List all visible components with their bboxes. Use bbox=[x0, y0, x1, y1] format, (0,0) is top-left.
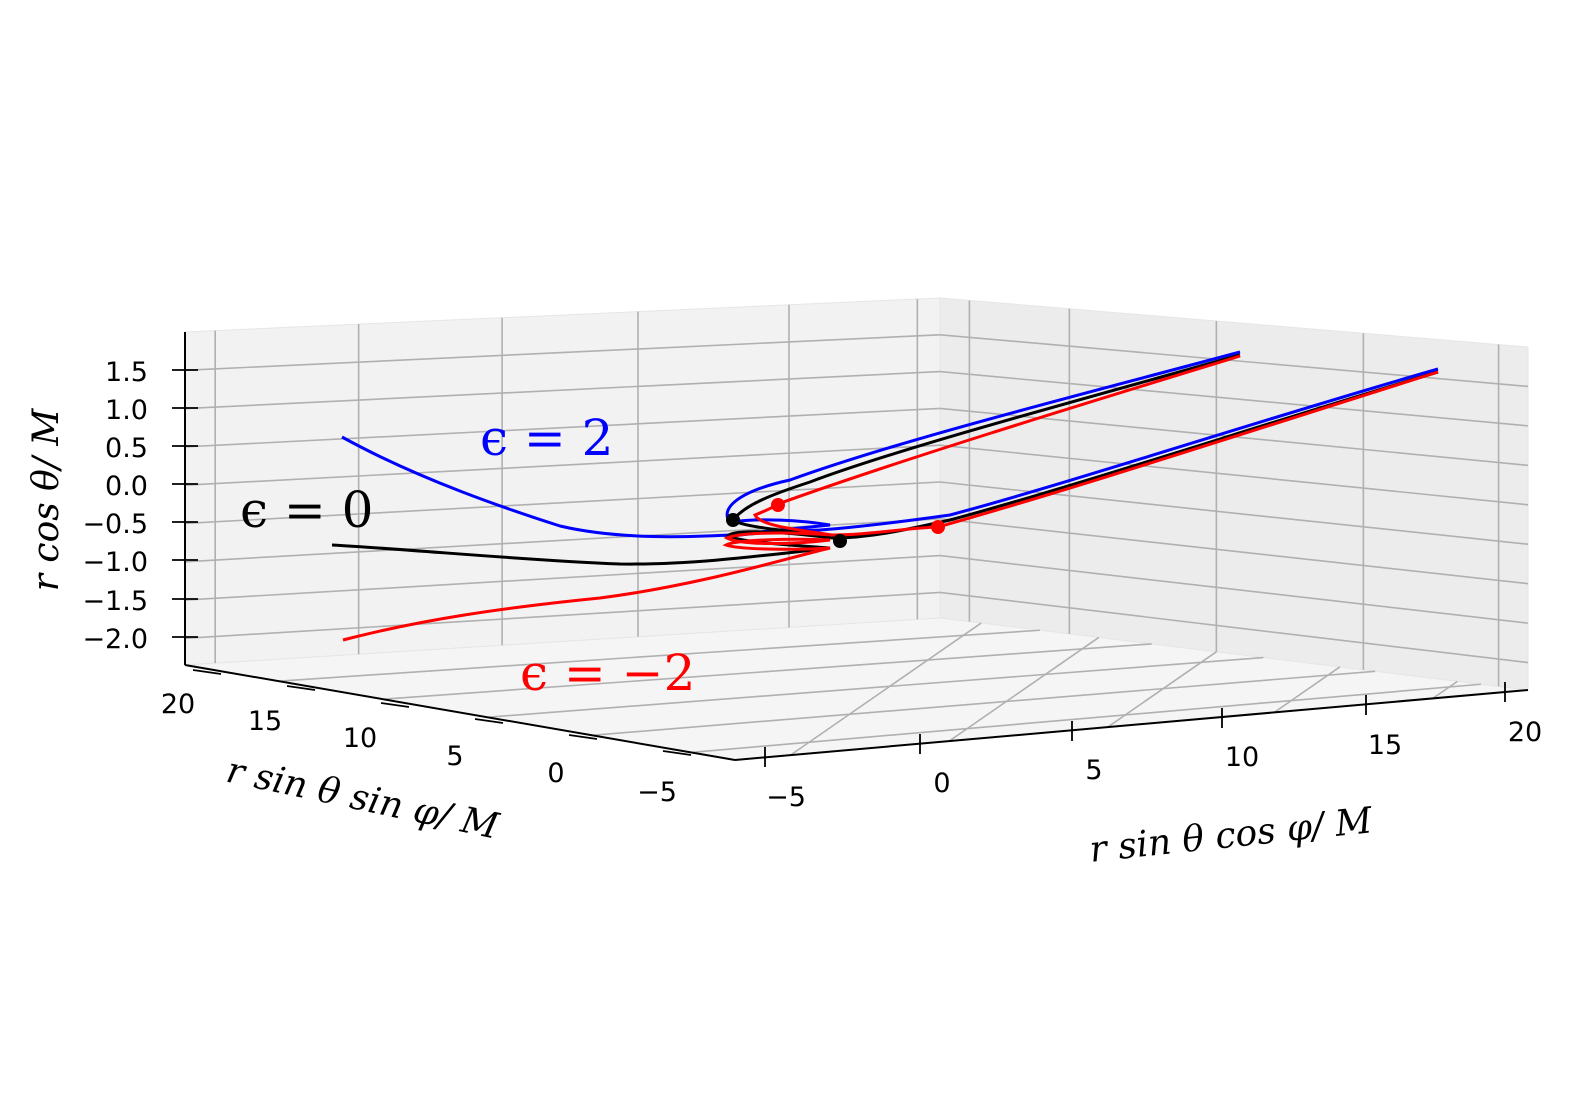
grid-line-z bbox=[184, 481, 941, 525]
grid-line-z bbox=[184, 334, 941, 372]
x-tick-label: 0 bbox=[933, 768, 950, 799]
z-tick-label: 1.0 bbox=[105, 395, 148, 426]
grid-line-z bbox=[184, 370, 941, 410]
annotation-eps-neg: ϵ = −2 bbox=[520, 644, 695, 702]
z-tick-label: 0.0 bbox=[105, 471, 148, 502]
grid-line-floor bbox=[948, 636, 1100, 742]
tick-marks bbox=[172, 369, 1506, 767]
z-tick-label: 0.5 bbox=[105, 433, 148, 464]
grid-line-z bbox=[939, 518, 1529, 585]
x-tick-label: 5 bbox=[1085, 755, 1102, 786]
grid-line-z bbox=[184, 554, 941, 601]
y-tick-mark bbox=[380, 702, 410, 708]
grid-line-z bbox=[939, 481, 1529, 546]
x-axis-label: r sin θ cos φ/ M bbox=[1088, 800, 1376, 871]
series-line-eps-neg bbox=[342, 354, 1439, 642]
grid-line-floor bbox=[382, 643, 1152, 700]
grid-line-z bbox=[939, 444, 1529, 506]
z-tick-label: −1.0 bbox=[82, 547, 148, 578]
y-tick-label: 10 bbox=[343, 723, 377, 754]
grid-line-z bbox=[939, 334, 1529, 388]
z-axis-label: r cos θ/ M bbox=[26, 408, 67, 592]
grid-line-z bbox=[939, 591, 1529, 664]
grid-line-floor bbox=[278, 629, 1041, 682]
z-tick-label: −1.5 bbox=[82, 586, 148, 617]
x-tick-label: −5 bbox=[766, 782, 806, 813]
annotation-eps-pos: ϵ = 2 bbox=[480, 409, 614, 467]
grid-line-floor bbox=[790, 622, 982, 756]
x-tick-label: 20 bbox=[1508, 717, 1542, 748]
grid-line-z bbox=[184, 444, 941, 486]
y-tick-mark bbox=[662, 750, 692, 756]
series-marker bbox=[726, 513, 740, 527]
grid-line-z bbox=[939, 370, 1529, 427]
grid-line-z bbox=[184, 407, 941, 448]
z-tick-label: −0.5 bbox=[82, 509, 148, 540]
annotation-eps-zero: ϵ = 0 bbox=[240, 481, 374, 539]
y-tick-label: −5 bbox=[637, 777, 677, 808]
y-tick-mark bbox=[286, 685, 316, 691]
grid-line-floor bbox=[591, 670, 1376, 737]
y-tick-label: 15 bbox=[248, 706, 282, 737]
x-tick-label: 10 bbox=[1225, 742, 1259, 773]
grid-line-floor bbox=[487, 656, 1264, 719]
y-axis-line bbox=[184, 664, 736, 761]
grid-line-z bbox=[184, 591, 941, 640]
series-marker bbox=[771, 498, 785, 512]
x-axis-line bbox=[734, 689, 1529, 761]
series-marker bbox=[931, 520, 945, 534]
z-tick-label: −2.0 bbox=[82, 624, 148, 655]
y-tick-mark bbox=[474, 718, 504, 724]
grid-line-floor bbox=[690, 683, 1482, 754]
z-tick-label: 1.5 bbox=[105, 357, 148, 388]
grid-line-floor bbox=[1432, 680, 1458, 700]
y-tick-label: 0 bbox=[547, 758, 564, 789]
y-tick-label: 5 bbox=[446, 741, 463, 772]
series-marker bbox=[833, 534, 847, 548]
y-tick-mark bbox=[568, 734, 598, 740]
grid-line-z bbox=[939, 554, 1529, 624]
y-tick-mark bbox=[192, 669, 222, 675]
y-tick-label: 20 bbox=[161, 689, 195, 720]
x-tick-label: 15 bbox=[1368, 730, 1402, 761]
